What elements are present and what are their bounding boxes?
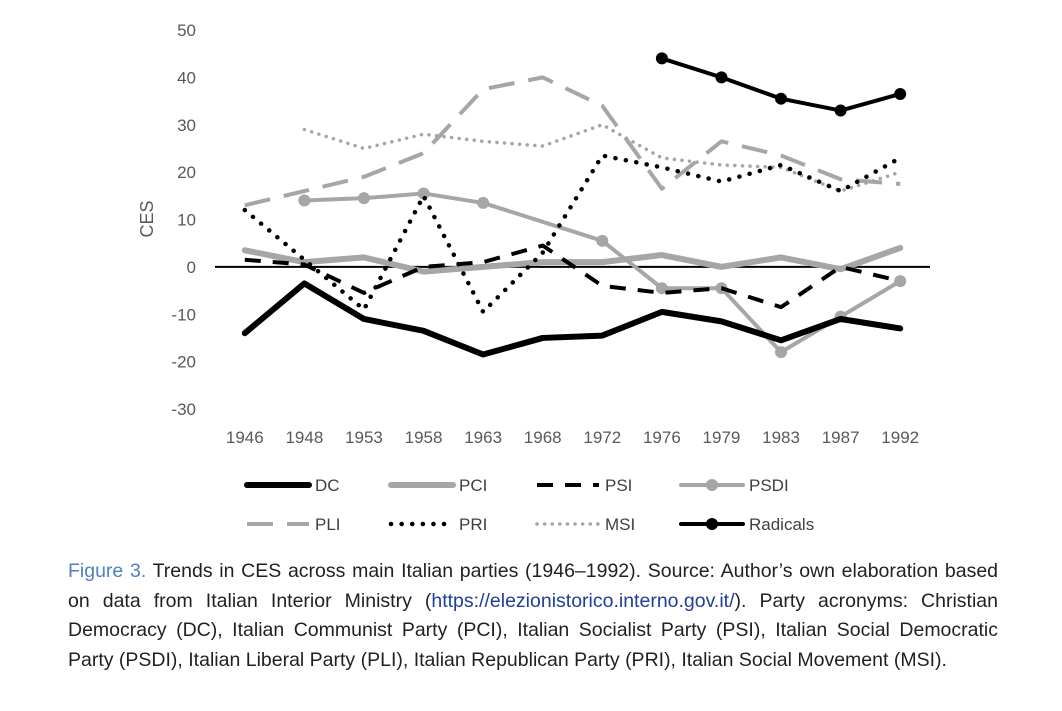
y-axis-ticks: 50 40 30 20 10 0 -10 -20 -30 [171, 21, 196, 419]
legend-item-msi: MSI [535, 515, 635, 534]
series-pli [244, 75, 901, 208]
series-line-pci [241, 244, 904, 275]
data-point-radicals [894, 87, 907, 100]
series-line-psi [244, 243, 901, 310]
series-line-dc [241, 280, 904, 358]
data-point-radicals [715, 71, 728, 84]
x-tick-label: 1983 [762, 428, 800, 447]
series-line-msi [302, 123, 902, 193]
x-tick-label: 1948 [285, 428, 323, 447]
data-point-psdi [417, 187, 430, 200]
y-tick-label: -20 [171, 353, 196, 372]
y-tick-label: 20 [177, 163, 196, 182]
legend-item-radicals: Radicals [679, 515, 814, 534]
legend-label: PRI [459, 515, 487, 534]
series-dc [241, 280, 904, 358]
legend-label: DC [315, 476, 340, 495]
legend: DC PCI PSI PSDI PLI PRI MSI Radicals [244, 476, 814, 534]
series-radicals [655, 52, 907, 117]
legend-label: Radicals [749, 515, 814, 534]
y-tick-label: 40 [177, 68, 196, 87]
legend-marker [706, 518, 718, 530]
x-tick-label: 1963 [464, 428, 502, 447]
series-line-pli [244, 75, 901, 208]
x-tick-label: 1976 [643, 428, 681, 447]
x-tick-label: 1953 [345, 428, 383, 447]
y-tick-label: -10 [171, 305, 196, 324]
legend-item-pli: PLI [247, 515, 341, 534]
x-tick-label: 1968 [524, 428, 562, 447]
source-link[interactable]: https://elezionistorico.interno.gov.it/ [431, 589, 735, 612]
x-tick-label: 1979 [703, 428, 741, 447]
data-point-psdi [357, 192, 370, 205]
x-axis-ticks: 1946 1948 1953 1958 1963 1968 1972 1976 1979 1983… [226, 428, 919, 447]
x-tick-label: 1987 [822, 428, 860, 447]
legend-label: MSI [605, 515, 635, 534]
data-point-psdi [596, 234, 609, 247]
y-tick-label: 50 [177, 21, 196, 40]
data-point-radicals [834, 104, 847, 117]
caption-text-1: Trends in CES across main Italian partie… [68, 560, 999, 612]
y-tick-label: 0 [187, 258, 196, 277]
series-pci [241, 244, 904, 275]
series-layer [241, 52, 907, 359]
legend-item-pci: PCI [388, 476, 487, 495]
legend-item-psdi: PSDI [679, 476, 789, 495]
data-point-psdi [298, 194, 311, 207]
legend-item-pri: PRI [388, 515, 487, 534]
data-point-psdi [477, 196, 490, 209]
legend-label: PCI [459, 476, 487, 495]
x-tick-label: 1972 [583, 428, 621, 447]
data-point-psdi [655, 282, 668, 295]
series-psdi [298, 187, 907, 359]
series-psi [244, 243, 901, 310]
series-line-psdi [302, 191, 903, 355]
series-line-pri [242, 153, 903, 315]
data-point-radicals [775, 92, 788, 105]
data-point-radicals [655, 52, 668, 65]
x-tick-label: 1946 [226, 428, 264, 447]
x-tick-label: 1958 [405, 428, 443, 447]
data-point-psdi [894, 275, 907, 288]
y-tick-label: 30 [177, 116, 196, 135]
y-tick-label: 10 [177, 211, 196, 230]
y-tick-label: -30 [171, 400, 196, 419]
data-point-psdi [775, 346, 788, 359]
x-tick-label: 1992 [881, 428, 919, 447]
legend-label: PLI [315, 515, 341, 534]
legend-marker [706, 479, 718, 491]
legend-label: PSI [605, 476, 632, 495]
series-pri [242, 153, 903, 315]
caption-text-2: ). Party acronyms: Christian Democracy (… [68, 589, 998, 671]
figure-label: Figure 3. [68, 560, 147, 582]
legend-item-psi: PSI [537, 476, 632, 495]
legend-item-dc: DC [244, 476, 340, 495]
legend-label: PSDI [749, 476, 789, 495]
y-axis-title: CES [137, 200, 157, 237]
series-msi [302, 123, 902, 193]
figure-caption: Figure 3. Trends in CES across main Ital… [68, 557, 998, 675]
